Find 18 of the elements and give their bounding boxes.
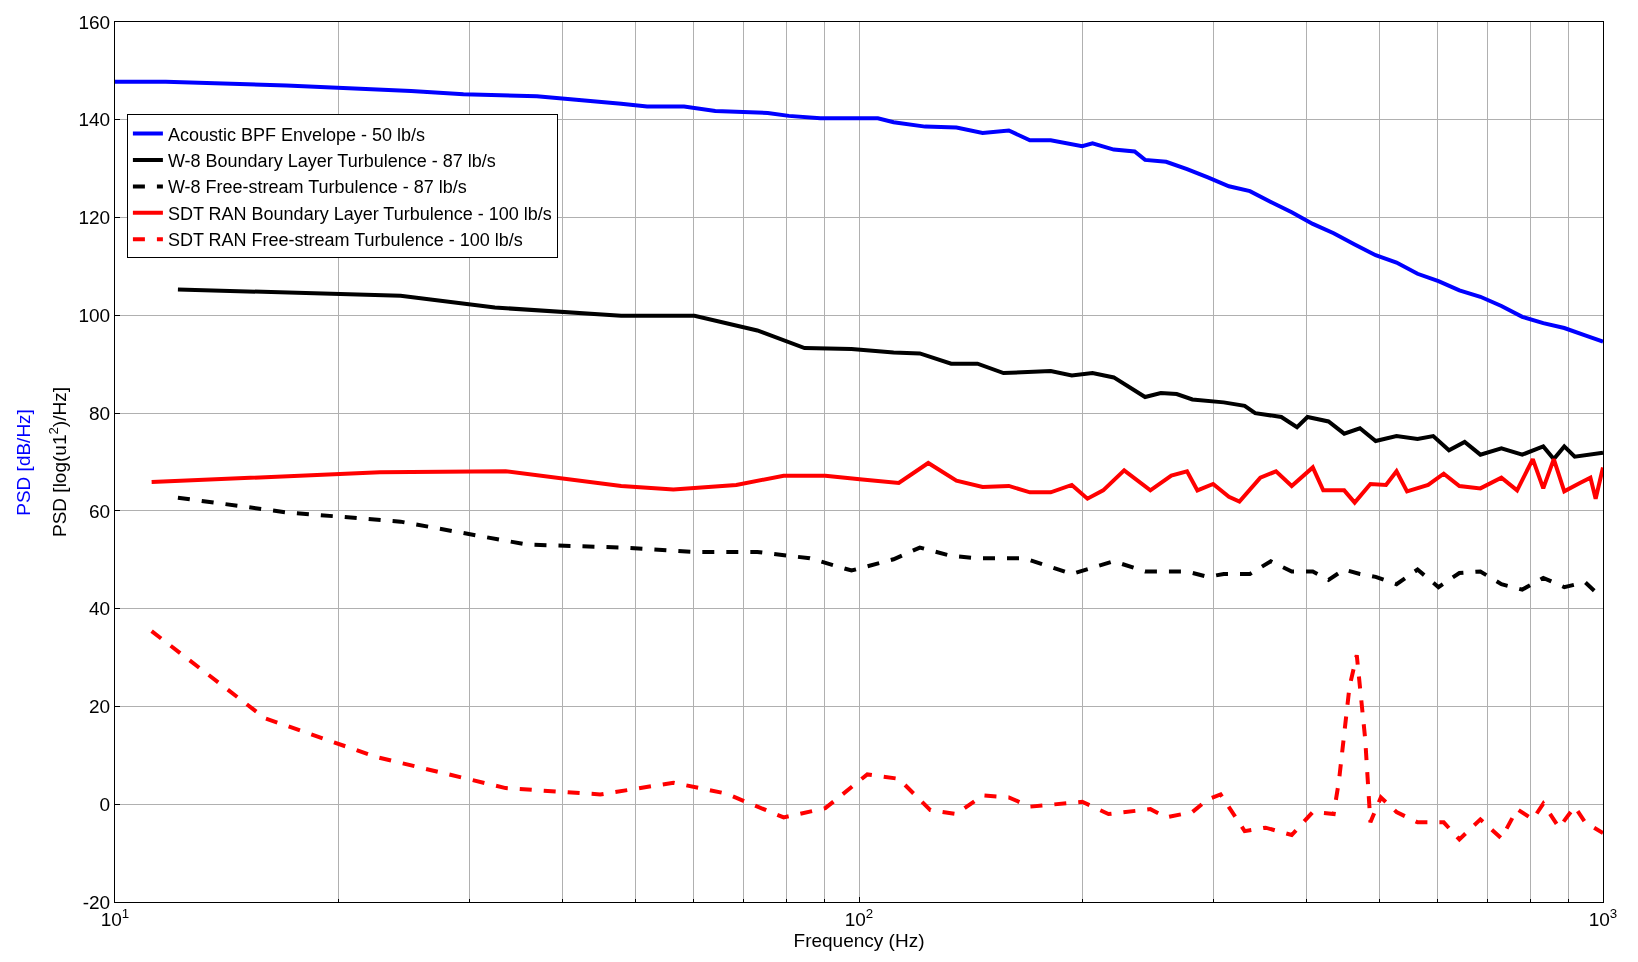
legend-label: Acoustic BPF Envelope - 50 lb/s [167,124,426,145]
legend-label: W-8 Boundary Layer Turbulence - 87 lb/s [167,151,496,172]
x-axis-title: Frequency (Hz) [793,929,925,951]
y-tick-label: 160 [78,11,111,33]
y-tick-label: 100 [78,304,111,326]
text: PSD [dB/Hz] [12,409,34,516]
legend-label: SDT RAN Boundary Layer Turbulence - 100 lb/s [167,203,552,224]
y-tick-label: 40 [89,598,111,620]
y-tick-label: 60 [89,500,111,522]
x-tick-label: 10$^{3}$ [1588,905,1618,930]
legend-label: SDT RAN Free-stream Turbulence - 100 lb/s [167,230,523,251]
legend-label: W-8 Free-stream Turbulence - 87 lb/s [167,177,467,198]
y-tick-label: 20 [89,696,111,718]
y-tick-label: 0 [99,793,111,815]
y-tick-label: 120 [78,207,111,229]
y-tick-label: 140 [78,109,111,131]
y-tick-label: 80 [89,402,111,424]
x-tick-label: 10$^{2}$ [844,905,874,930]
